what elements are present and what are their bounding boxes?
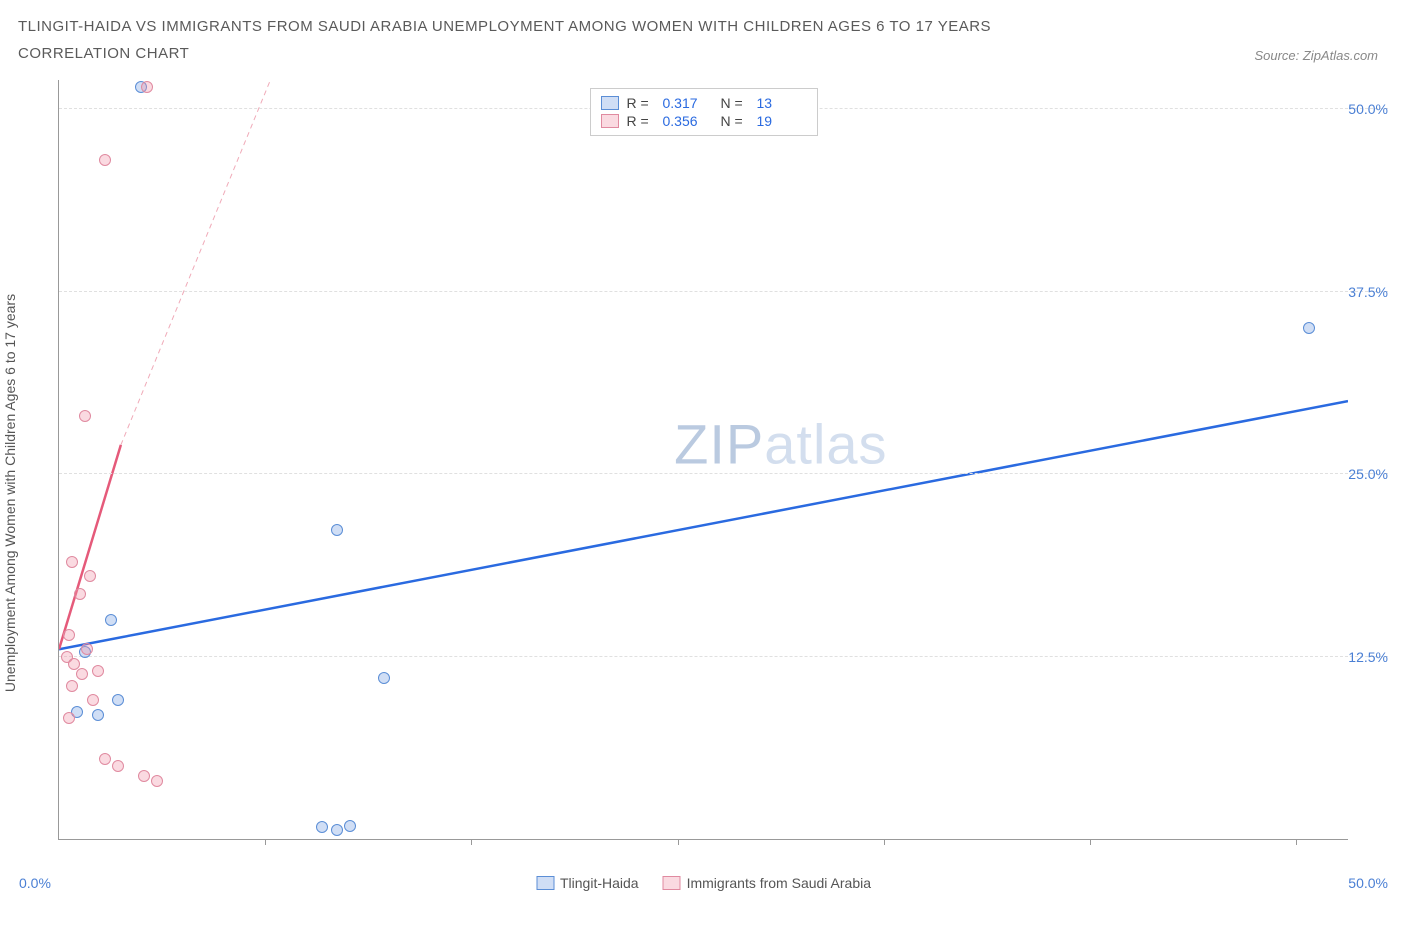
watermark: ZIPatlas (674, 412, 887, 477)
data-point-series2 (99, 753, 111, 765)
x-tick (678, 839, 679, 845)
data-point-series2 (74, 588, 86, 600)
y-tick-label: 25.0% (1342, 466, 1388, 482)
data-point-series2 (92, 665, 104, 677)
correlation-legend: R = 0.317 N = 13 R = 0.356 N = 19 (590, 88, 818, 136)
chart-title-line1: TLINGIT-HAIDA VS IMMIGRANTS FROM SAUDI A… (18, 18, 1388, 35)
data-point-series2 (81, 643, 93, 655)
legend-swatch-series2-b (663, 876, 681, 890)
y-tick-label: 37.5% (1342, 284, 1388, 300)
x-axis-label-min: 0.0% (19, 875, 51, 891)
legend-swatch-series2 (601, 114, 619, 128)
x-tick (265, 839, 266, 845)
x-axis-label-max: 50.0% (1348, 875, 1388, 891)
x-tick (1296, 839, 1297, 845)
chart-container: TLINGIT-HAIDA VS IMMIGRANTS FROM SAUDI A… (18, 18, 1388, 912)
data-point-series2 (63, 712, 75, 724)
legend-item-series1: Tlingit-Haida (536, 875, 639, 891)
series-legend: Tlingit-Haida Immigrants from Saudi Arab… (536, 875, 871, 891)
legend-n-value-1: 13 (757, 95, 807, 111)
x-tick (471, 839, 472, 845)
legend-n-value-2: 19 (757, 113, 807, 129)
data-point-series1 (316, 821, 328, 833)
chart-title-line2: CORRELATION CHART (18, 45, 1388, 62)
data-point-series2 (99, 154, 111, 166)
chart-area: Unemployment Among Women with Children A… (18, 80, 1388, 890)
trend-lines-svg (59, 80, 1348, 839)
watermark-zip: ZIP (674, 413, 764, 476)
data-point-series2 (112, 760, 124, 772)
x-tick (1090, 839, 1091, 845)
x-tick (884, 839, 885, 845)
y-tick-label: 50.0% (1342, 101, 1388, 117)
gridline-h (59, 656, 1388, 657)
legend-r-value-2: 0.356 (663, 113, 713, 129)
data-point-series1 (378, 672, 390, 684)
data-point-series2 (63, 629, 75, 641)
y-tick-label: 12.5% (1342, 649, 1388, 665)
source-attribution: Source: ZipAtlas.com (1254, 48, 1378, 63)
data-point-series1 (1303, 322, 1315, 334)
legend-row-series2: R = 0.356 N = 19 (601, 113, 807, 129)
legend-label-series1: Tlingit-Haida (560, 875, 639, 891)
data-point-series2 (76, 668, 88, 680)
legend-r-label: R = (627, 113, 655, 129)
data-point-series2 (141, 81, 153, 93)
data-point-series1 (112, 694, 124, 706)
data-point-series2 (84, 570, 96, 582)
data-point-series2 (151, 775, 163, 787)
legend-r-value-1: 0.317 (663, 95, 713, 111)
data-point-series1 (331, 824, 343, 836)
data-point-series1 (331, 524, 343, 536)
data-point-series1 (344, 820, 356, 832)
data-point-series1 (105, 614, 117, 626)
data-point-series2 (87, 694, 99, 706)
plot-region: ZIPatlas R = 0.317 N = 13 R = 0.356 N = … (58, 80, 1348, 840)
data-point-series2 (79, 410, 91, 422)
data-point-series2 (138, 770, 150, 782)
data-point-series2 (66, 680, 78, 692)
legend-n-label: N = (721, 95, 749, 111)
legend-label-series2: Immigrants from Saudi Arabia (687, 875, 871, 891)
legend-n-label: N = (721, 113, 749, 129)
legend-item-series2: Immigrants from Saudi Arabia (663, 875, 871, 891)
legend-r-label: R = (627, 95, 655, 111)
legend-swatch-series1 (601, 96, 619, 110)
data-point-series2 (66, 556, 78, 568)
gridline-h (59, 291, 1388, 292)
legend-swatch-series1-b (536, 876, 554, 890)
watermark-atlas: atlas (764, 413, 887, 476)
data-point-series1 (92, 709, 104, 721)
legend-row-series1: R = 0.317 N = 13 (601, 95, 807, 111)
gridline-h (59, 473, 1388, 474)
y-axis-label: Unemployment Among Women with Children A… (2, 294, 18, 692)
